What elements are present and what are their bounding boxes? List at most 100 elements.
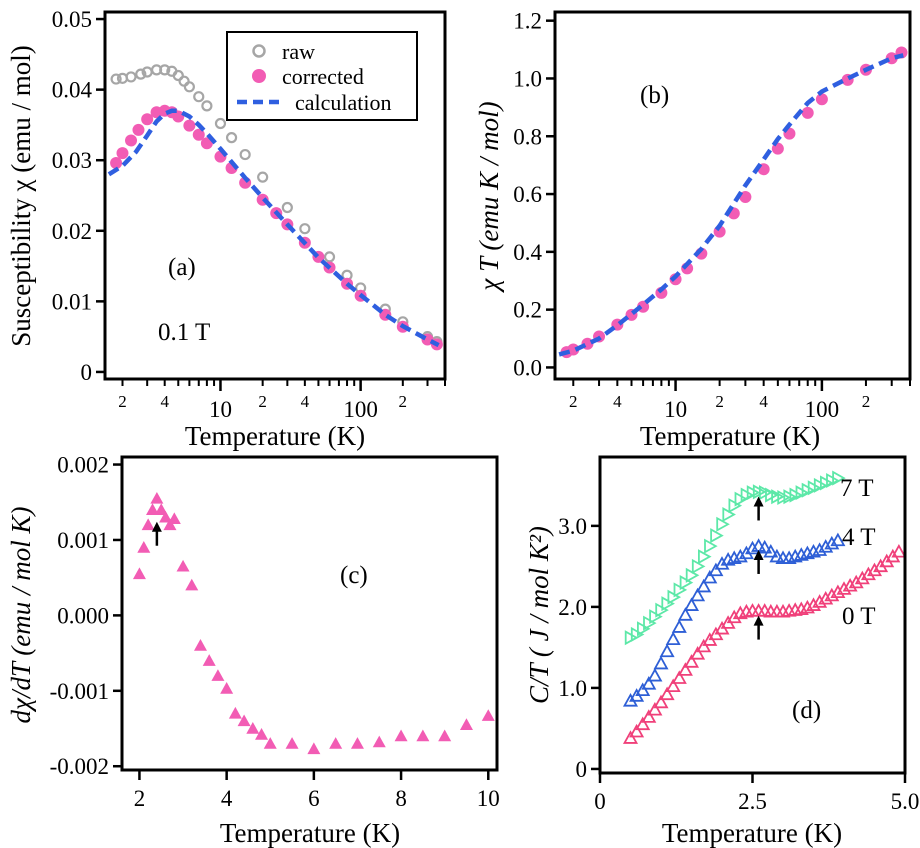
heat-capacity-point	[647, 701, 663, 716]
raw-point	[281, 201, 293, 214]
legend-calculation-label: calculation	[295, 90, 392, 115]
y-tick-label: 0.05	[52, 7, 92, 32]
x-minor-tick-label: 2	[715, 392, 724, 411]
dchidT-point	[285, 737, 299, 749]
dchidT-point	[167, 512, 181, 525]
dchidT-point	[176, 559, 190, 572]
x-tick-label: 6	[308, 786, 320, 811]
y-tick-label: 1.0	[558, 676, 587, 701]
panel-a-legend: raw corrected calculation	[226, 31, 418, 121]
heat-capacity-point	[763, 543, 779, 558]
panel-a-xlabel: Temperature (K)	[185, 421, 365, 451]
x-minor-tick-label: 2	[118, 392, 127, 411]
raw-point	[183, 81, 195, 93]
heat-capacity-point	[702, 569, 718, 584]
panel-a-frame	[103, 10, 447, 381]
panel-c-xlabel: Temperature (K)	[220, 818, 400, 848]
y-tick-label: 0.2	[513, 298, 542, 323]
corrected-point	[125, 134, 138, 147]
heat-capacity-point	[653, 694, 669, 709]
corrected-point	[141, 113, 154, 126]
panel-c-ylabel: dχ/dT (emu / mol K)	[6, 507, 36, 724]
panel-b: 10 100 2 4 2 4 2 0.0 0.2 0.4 0.6 0.8 1.0 1.2 (b) Temp…	[474, 9, 912, 451]
y-tick-label: 1.0	[513, 66, 542, 91]
heat-capacity-point	[635, 716, 651, 731]
corrected-point	[183, 119, 196, 132]
dchidT-point	[211, 669, 225, 681]
raw-point	[257, 171, 269, 183]
dchidT-point	[150, 491, 164, 504]
dchidT-point	[307, 742, 321, 755]
dchidT-point	[163, 518, 177, 531]
heat-capacity-point	[854, 570, 870, 585]
heat-capacity-point	[830, 584, 846, 599]
x-minor-tick-label: 4	[160, 392, 169, 411]
y-tick-label: 0.03	[52, 148, 92, 173]
dchidT-point	[137, 541, 151, 553]
panel-d-ylabel: C/T ( J / mol K²)	[524, 526, 554, 704]
transition-arrow	[151, 521, 162, 546]
calculation-curve	[107, 108, 440, 348]
heat-capacity-point	[812, 594, 828, 608]
heat-capacity-point	[710, 528, 724, 544]
dchidT-point	[193, 639, 207, 651]
dchidT-point	[146, 503, 160, 515]
raw-point	[178, 75, 190, 87]
raw-point	[125, 71, 137, 83]
panel-c-frame	[120, 455, 499, 772]
heat-capacity-point	[683, 654, 700, 668]
dchidT-point	[329, 737, 343, 749]
corrected-point	[116, 147, 129, 160]
x-minor-tick-label: 4	[759, 392, 768, 411]
heat-capacity-point	[812, 542, 828, 556]
heat-capacity-point	[842, 577, 858, 592]
dchidT-point	[416, 729, 430, 742]
heat-capacity-point	[824, 587, 840, 602]
dchidT-point	[459, 718, 473, 730]
x-tick-label: 10	[477, 786, 500, 811]
dchidT-point	[394, 729, 408, 742]
panel-d-label: (d)	[792, 697, 821, 724]
heat-capacity-point	[690, 646, 706, 660]
panel-a-label: (a)	[168, 254, 196, 281]
arrow-head	[753, 496, 764, 507]
heat-capacity-point	[866, 562, 883, 577]
raw-point	[159, 64, 171, 76]
dchidT-point	[350, 737, 364, 749]
raw-point	[172, 69, 184, 82]
anomaly-arrow	[753, 496, 764, 521]
corrected-point	[801, 106, 814, 119]
x-minor-tick-label: 2	[258, 392, 267, 411]
x-minor-tick-label: 2	[399, 392, 408, 411]
panel-d-field-4T: 4 T	[842, 524, 876, 551]
y-tick-label: 0.4	[513, 240, 542, 265]
heat-capacity-point	[696, 638, 712, 653]
dchidT-point	[132, 567, 146, 580]
dchidT-point	[220, 682, 234, 694]
panel-a-annotation: 0.1 T	[158, 319, 210, 346]
heat-capacity-point	[891, 543, 907, 558]
corrected-point	[200, 137, 213, 150]
heat-capacity-point	[757, 539, 773, 554]
raw-point	[239, 148, 251, 161]
raw-point	[110, 73, 122, 85]
x-major-tick-label: 10	[664, 397, 687, 422]
raw-point	[135, 68, 147, 80]
dchidT-point	[228, 706, 242, 719]
heat-capacity-point	[832, 470, 846, 486]
heat-capacity-point	[653, 655, 669, 670]
x-minor-tick-label: 2	[862, 392, 871, 411]
raw-point	[193, 91, 205, 103]
heat-capacity-point	[714, 556, 730, 570]
dchidT-point	[246, 722, 260, 734]
panel-b-label: (b)	[640, 82, 669, 109]
anomaly-arrow	[753, 615, 764, 640]
heat-capacity-point	[818, 590, 834, 605]
dchidT-point	[185, 578, 199, 591]
heat-capacity-point	[641, 676, 657, 690]
heat-capacity-point	[848, 574, 864, 589]
y-tick-label: 0.0	[513, 355, 542, 380]
heat-capacity-point	[830, 532, 846, 547]
panel-b-ylabel: χ T (emu K / mol)	[474, 101, 504, 293]
